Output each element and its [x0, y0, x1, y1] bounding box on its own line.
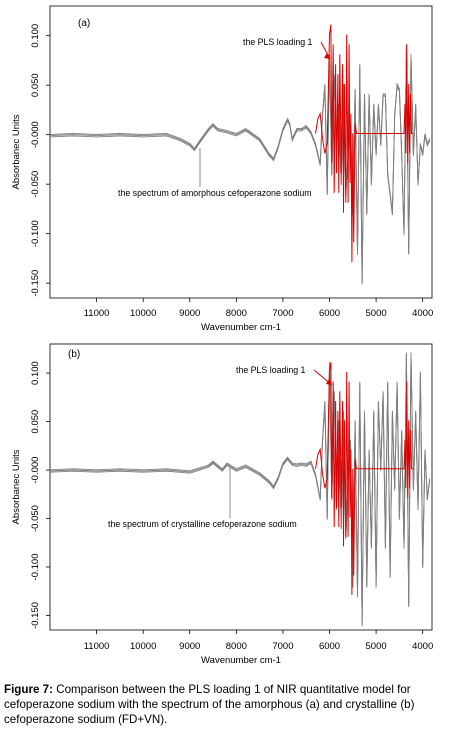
annotation-pls-arrowhead [326, 379, 332, 385]
x-tick-label: 7000 [272, 641, 293, 652]
y-tick-label: -0.150 [30, 270, 41, 297]
y-tick-label: 0.050 [30, 410, 41, 434]
spectrum-line [50, 46, 431, 285]
pls-loading-line [315, 362, 414, 595]
x-tick-label: 5000 [366, 308, 387, 319]
spectrum-line [50, 44, 431, 283]
pls-loading-line [315, 24, 414, 263]
spectrum-line [50, 354, 431, 627]
x-tick-label: 9000 [179, 308, 200, 319]
y-tick-label: -0.100 [30, 554, 41, 581]
y-tick-label: -0.050 [30, 505, 41, 532]
y-tick-label: -0.150 [30, 602, 41, 629]
y-tick-label: 0.100 [30, 361, 41, 385]
x-tick-label: 7000 [272, 308, 293, 319]
plot-frame [49, 343, 433, 631]
y-tick-label: 0.050 [30, 73, 41, 97]
y-tick-label: 0.100 [30, 24, 41, 48]
x-axis-label: Wavenumber cm-1 [201, 322, 281, 333]
y-tick-label: -0.000 [30, 121, 41, 148]
x-tick-label: 8000 [226, 308, 247, 319]
y-axis-label: Absorbanec Units [11, 449, 22, 524]
x-tick-label: 10000 [130, 308, 156, 319]
chart-svg-a: 0.100 0.050 -0.000 -0.050 -0.100 -0.150 11000 1… [11, 5, 433, 333]
spectrum-line [50, 45, 431, 284]
x-tick-label: 11000 [84, 308, 110, 319]
plot-frame [49, 5, 433, 299]
x-tick-label: 4000 [412, 308, 433, 319]
y-tick-label: -0.100 [30, 220, 41, 247]
x-tick-label: 10000 [130, 641, 156, 652]
pls-loading-series [315, 24, 414, 263]
spectrum-series [50, 44, 431, 285]
panel-label: (b) [68, 349, 80, 360]
pls-loading-series [315, 362, 414, 595]
x-tick-label: 4000 [412, 641, 433, 652]
x-tick-label: 8000 [226, 641, 247, 652]
figure-caption: Figure 7: Comparison between the PLS loa… [4, 682, 459, 727]
spectrum-series [50, 352, 431, 627]
x-axis-label: Wavenumber cm-1 [201, 655, 281, 666]
y-tick-label: -0.050 [30, 171, 41, 198]
chart-svg-b: 0.100 0.050 -0.000 -0.050 -0.100 -0.150 11000 1… [11, 343, 433, 666]
x-tick-label: 5000 [366, 641, 387, 652]
caption-text: Comparison between the PLS loading 1 of … [4, 683, 415, 726]
x-tick-label: 6000 [319, 641, 340, 652]
x-tick-label: 6000 [319, 308, 340, 319]
chart-panel-a: 0.100 0.050 -0.000 -0.050 -0.100 -0.150 11000 1… [0, 0, 463, 340]
y-tick-label: -0.000 [30, 457, 41, 484]
x-tick-label: 11000 [84, 641, 110, 652]
annotation-pls-loading: the PLS loading 1 [236, 365, 306, 375]
annotation-spectrum: the spectrum of crystalline cefoperazone… [108, 519, 297, 529]
annotation-pls-arrowhead [324, 53, 330, 59]
panel-label: (a) [78, 18, 90, 29]
annotation-spectrum: the spectrum of amorphous cefoperazone s… [118, 188, 312, 198]
x-tick-label: 9000 [179, 641, 200, 652]
y-axis-label: Absorbanec Units [11, 114, 22, 189]
annotation-pls-loading: the PLS loading 1 [243, 37, 313, 47]
caption-label: Figure 7: [4, 683, 53, 696]
chart-panel-b: 0.100 0.050 -0.000 -0.050 -0.100 -0.150 11000 1… [0, 340, 463, 670]
